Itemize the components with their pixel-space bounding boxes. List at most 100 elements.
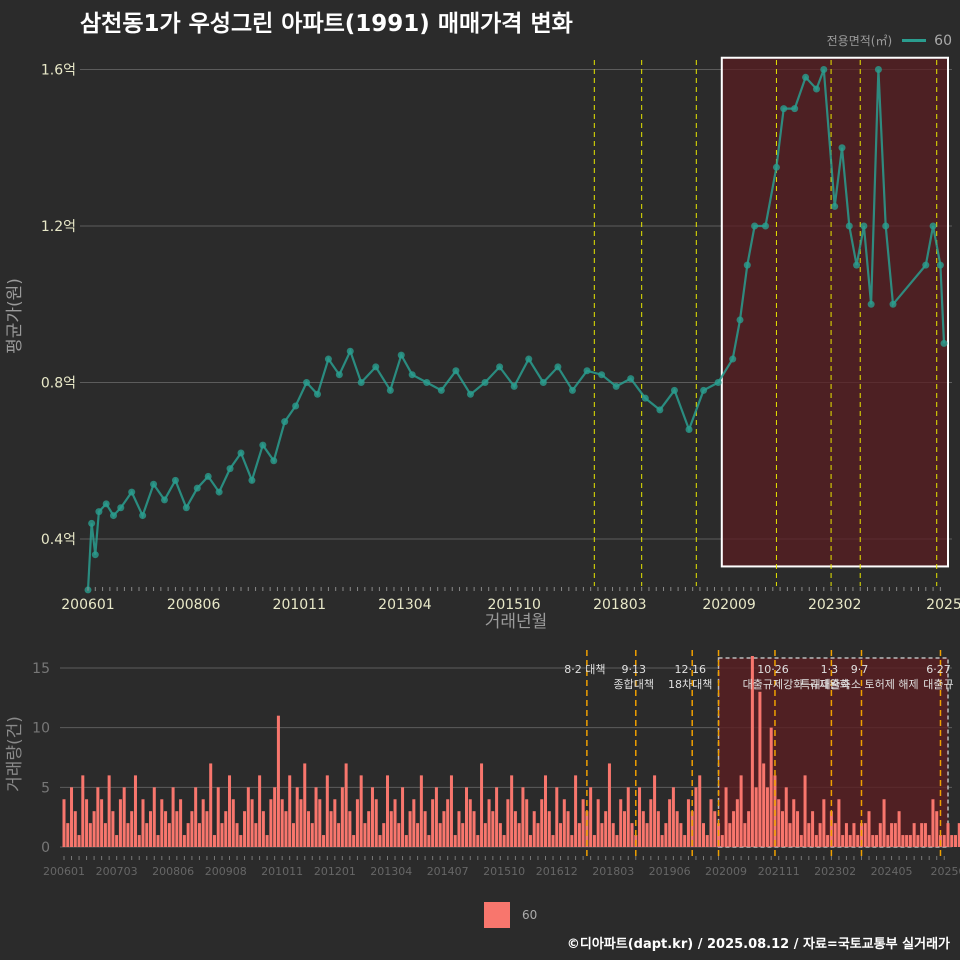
volume-bar <box>927 835 931 847</box>
volume-bar <box>886 835 890 847</box>
price-point <box>88 519 96 527</box>
volume-bar <box>765 787 769 847</box>
volume-bar <box>701 823 705 847</box>
volume-bar <box>115 835 119 847</box>
volume-bar <box>732 811 736 847</box>
volume-bar <box>401 787 405 847</box>
price-point <box>248 476 256 484</box>
price-point <box>128 488 136 496</box>
price-point <box>936 261 944 269</box>
policy-event-label-line: 규제완화 <box>809 678 849 691</box>
price-point <box>117 504 125 512</box>
price-legend: 전용면적(㎡) 60 <box>827 32 952 49</box>
volume-bar <box>600 823 604 847</box>
volume-bar <box>596 799 600 847</box>
volume-bar <box>852 823 856 847</box>
volume-legend: 60 <box>484 902 537 928</box>
volume-bar <box>194 787 198 847</box>
policy-event-label: 8·2 대책 <box>564 663 605 676</box>
volume-panel: 0 5 10 15 8·2 대책 9·13 종합대책 12·16 18차대책 10·26 대출규제강… <box>5 650 960 878</box>
price-y-tick-label: 1.6억 <box>41 62 76 78</box>
price-y-tick-label: 0.4억 <box>41 532 76 548</box>
price-point <box>303 379 311 387</box>
policy-event-label: 10·26 대출규제강화 <box>743 663 804 691</box>
volume-x-tick-label: 200806 <box>152 865 194 878</box>
volume-bar <box>893 823 897 847</box>
volume-bar <box>81 775 85 847</box>
volume-bar <box>243 811 247 847</box>
volume-bar <box>807 823 811 847</box>
volume-bar <box>604 811 608 847</box>
price-point <box>259 441 267 449</box>
volume-bar <box>141 799 145 847</box>
volume-bar <box>352 835 356 847</box>
price-point <box>627 375 635 383</box>
volume-bar <box>156 835 160 847</box>
price-point <box>813 85 821 93</box>
volume-bar <box>231 799 235 847</box>
volume-bar <box>510 775 514 847</box>
volume-bar <box>622 811 626 847</box>
volume-y-tick-label: 10 <box>32 721 50 737</box>
source-caption: ©디아파트(dapt.kr) / 2025.08.12 / 자료=국토교통부 실… <box>566 937 950 952</box>
policy-event-label-line: 9·13 <box>622 663 647 676</box>
volume-bar <box>754 787 758 847</box>
volume-bar <box>201 799 205 847</box>
volume-bar <box>212 835 216 847</box>
volume-bar <box>705 835 709 847</box>
volume-bar <box>559 823 563 847</box>
volume-bar <box>73 811 77 847</box>
volume-x-tick-label: 201201 <box>314 865 356 878</box>
price-point <box>853 261 861 269</box>
volume-x-tick-label: 201906 <box>649 865 691 878</box>
volume-bar <box>615 835 619 847</box>
policy-event-label-line: 12·16 <box>674 663 706 676</box>
volume-bar <box>577 823 581 847</box>
volume-bar <box>152 787 156 847</box>
volume-bar <box>246 787 250 847</box>
volume-bar <box>216 787 220 847</box>
price-x-tick-label: 2025 <box>926 597 960 613</box>
volume-bar <box>288 775 292 847</box>
volume-bar <box>280 799 284 847</box>
price-legend-line-swatch <box>902 39 927 42</box>
volume-bar <box>728 823 732 847</box>
volume-x-tick-label: 201011 <box>261 865 303 878</box>
volume-bar <box>822 799 826 847</box>
price-y-axis-title: 평균가(원) <box>5 278 25 354</box>
volume-bar <box>325 775 329 847</box>
volume-bar <box>160 799 164 847</box>
volume-bar <box>878 823 882 847</box>
price-point <box>714 379 722 387</box>
price-legend-series-name: 60 <box>934 32 952 49</box>
volume-bar <box>506 799 510 847</box>
policy-event-label-line: 9·7 <box>851 663 869 676</box>
price-point <box>791 105 799 113</box>
volume-bar <box>540 799 544 847</box>
volume-bar <box>322 835 326 847</box>
volume-bar <box>412 799 416 847</box>
volume-bar <box>145 823 149 847</box>
price-point <box>525 355 533 363</box>
policy-event-label-line: 대출규 <box>923 678 953 691</box>
volume-bar <box>735 799 739 847</box>
price-point <box>820 65 828 73</box>
price-point <box>882 222 890 230</box>
policy-event-label-line: 종합대책 <box>614 678 654 691</box>
price-point <box>729 355 737 363</box>
volume-x-tick-label: 201612 <box>536 865 578 878</box>
volume-bar <box>641 811 645 847</box>
price-y-tick-label: 0.8억 <box>41 376 76 392</box>
volume-bar <box>96 787 100 847</box>
price-highlight-box <box>720 56 949 568</box>
volume-bar <box>179 799 183 847</box>
volume-bar <box>525 799 529 847</box>
volume-y-tick-label: 15 <box>32 661 50 677</box>
volume-bar <box>77 835 81 847</box>
price-point <box>922 261 930 269</box>
volume-bar <box>416 823 420 847</box>
price-point <box>929 222 937 230</box>
price-point <box>481 379 489 387</box>
volume-bar <box>149 811 153 847</box>
price-point <box>751 222 759 230</box>
